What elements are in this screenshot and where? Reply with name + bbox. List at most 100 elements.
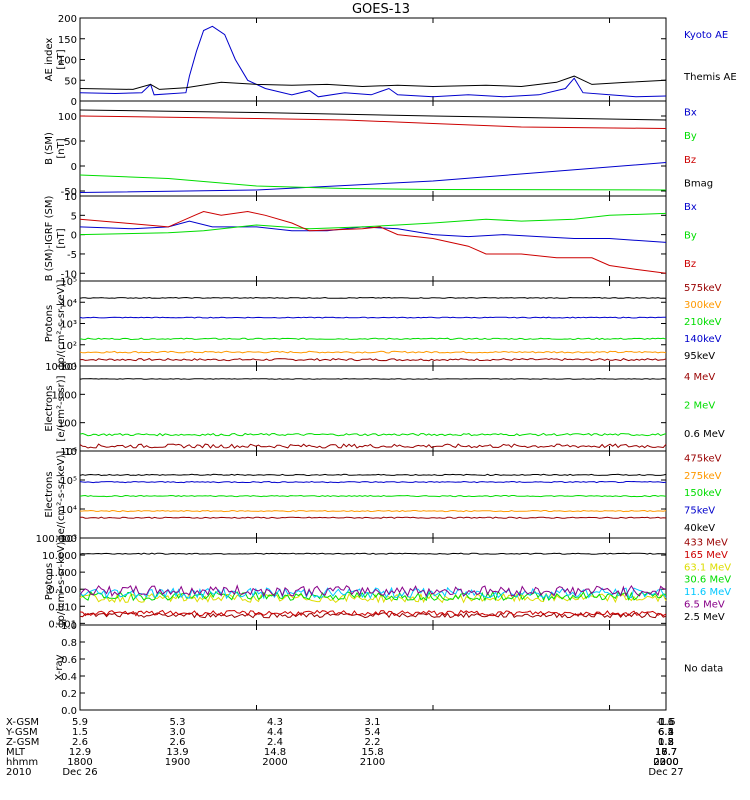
y-tick-label: 0: [71, 162, 77, 173]
footer-value: 2000: [262, 757, 287, 768]
footer-value: 1.8: [658, 737, 674, 748]
footer-row-label: Z-GSM: [6, 737, 39, 748]
y-tick-label: 150: [58, 35, 77, 46]
series-line-2-MeV: [79, 432, 667, 437]
y-tick-label: 10⁶: [60, 447, 77, 458]
series-line-275keV: [79, 509, 667, 513]
footer-value: 16.7: [655, 747, 677, 758]
footer-value: 1.6: [658, 717, 674, 728]
footer-value: 14.8: [264, 747, 286, 758]
y-tick-label: 0: [71, 97, 77, 108]
series-line-300keV: [79, 350, 667, 354]
panel-elec2: 10³ 10⁴ 10⁵ 10⁶ Electrons [e/(cm²-s-sr-keV)] 4…: [44, 447, 722, 545]
y-tick-label: 10²: [60, 341, 77, 352]
y-axis-label: [p/(cm²-s-sr-keV)]: [56, 280, 67, 368]
series-line-40keV: [79, 473, 667, 477]
footer-value: 5.9: [72, 717, 88, 728]
footer-value: 15.8: [361, 747, 383, 758]
series-line-575keV: [79, 357, 667, 362]
y-tick-label: 200: [58, 14, 77, 25]
series-line-Themis-AE: [79, 75, 667, 90]
y-tick-label: 10³: [60, 534, 77, 545]
footer-value: 2.6: [170, 737, 186, 748]
y-tick-label: 100: [58, 112, 77, 123]
y-tick-label: 1000: [52, 390, 77, 401]
y-axis-label: AE index: [44, 38, 55, 82]
y-axis-label: Electrons: [44, 385, 55, 431]
y-tick-label: 0.8: [61, 638, 77, 649]
legend-75keV: 75keV: [684, 506, 715, 517]
y-tick-label: 0: [71, 231, 77, 242]
panel-xray: 0.0 0.2 0.4 0.6 0.8 1.0 X-ray No data: [54, 621, 723, 717]
panel-frame: [79, 537, 667, 626]
footer-value: Dec 26: [62, 767, 97, 778]
legend-40keV: 40keV: [684, 523, 715, 534]
footer-value: 2300: [653, 757, 678, 768]
footer-row-label: 2010: [6, 767, 31, 778]
y-tick-label: 50: [64, 76, 77, 87]
footer-value: 2100: [360, 757, 385, 768]
series-line-Kyoto-AE: [79, 25, 667, 98]
footer-value: 1.5: [72, 727, 88, 738]
legend-Bz: Bz: [684, 259, 696, 270]
y-tick-label: -5: [67, 250, 77, 261]
y-tick-label: 10.000: [42, 551, 77, 562]
series-line-95keV: [79, 296, 667, 299]
legend-Themis-AE: Themis AE: [683, 72, 737, 83]
legend-140keV: 140keV: [684, 334, 722, 345]
panel-frame: [79, 624, 667, 711]
y-tick-label: 10: [64, 192, 77, 203]
series-line-Bmag: [79, 109, 667, 121]
y-tick-label: 0.4: [61, 672, 77, 683]
footer-value: 18.7: [655, 747, 677, 758]
no-data-label: No data: [684, 664, 723, 675]
y-tick-label: 0.0: [61, 706, 77, 717]
footer-value: 17.7: [655, 747, 677, 758]
legend-11.6-MeV: 11.6 MeV: [684, 587, 731, 598]
y-axis-label: B (SM)-IGRF (SM): [44, 196, 55, 282]
y-tick-label: 0.2: [61, 689, 77, 700]
series-line-165-MeV: [79, 609, 667, 617]
y-axis-label: [nT]: [56, 228, 67, 248]
legend-2-MeV: 2 MeV: [684, 401, 715, 412]
series-line-Bx: [79, 162, 667, 193]
y-tick-label: 50: [64, 137, 77, 148]
footer-value: 0.1: [658, 717, 674, 728]
y-tick-label: 0.001: [48, 619, 77, 630]
footer-row-label: MLT: [6, 747, 26, 758]
legend-575keV: 575keV: [684, 283, 722, 294]
y-tick-label: 0.6: [61, 655, 77, 666]
y-tick-label: 10⁵: [60, 476, 77, 487]
legend-475keV: 475keV: [684, 453, 722, 464]
y-tick-label: 100: [58, 56, 77, 67]
footer-value: Dec 27: [648, 767, 683, 778]
series-line-2.5-MeV: [79, 552, 667, 555]
y-tick-label: 10¹: [60, 362, 77, 373]
footer-value: 5.3: [170, 717, 186, 728]
series-line-Bx: [79, 220, 667, 243]
panel-ae: 0 50 100 150 200 AE index [nT] Kyoto AE Themis A…: [44, 14, 737, 108]
y-axis-label: [nT]: [56, 49, 67, 69]
series-line-75keV: [79, 480, 667, 484]
footer-row-label: X-GSM: [6, 717, 39, 728]
legend-Bx: Bx: [684, 107, 697, 118]
y-tick-label: 1.0: [61, 621, 77, 632]
legend-95keV: 95keV: [684, 351, 715, 362]
y-axis-label: [e/(cm²-s-sr)]: [56, 375, 67, 441]
legend-210keV: 210keV: [684, 317, 722, 328]
legend-165-MeV: 165 MeV: [684, 550, 728, 561]
y-axis-label: B (SM): [44, 132, 55, 165]
series-line-433-MeV: [79, 611, 667, 619]
series-line-30.6-MeV: [79, 590, 667, 602]
series-line-140keV: [79, 316, 666, 319]
y-tick-label: 0.010: [48, 602, 77, 613]
footer-value: 2.6: [72, 737, 88, 748]
series-line-Bz: [79, 210, 667, 274]
orbit-footer: X-GSM 5.9 5.3 4.3 3.1 1.60.1-1.5 Y-GSM 1.5 3.0 4.…: [5, 717, 684, 778]
series-line-By: [79, 212, 667, 236]
legend-150keV: 150keV: [684, 488, 722, 499]
legend-2.5-MeV: 2.5 MeV: [684, 612, 725, 623]
y-tick-label: -10: [61, 269, 77, 280]
